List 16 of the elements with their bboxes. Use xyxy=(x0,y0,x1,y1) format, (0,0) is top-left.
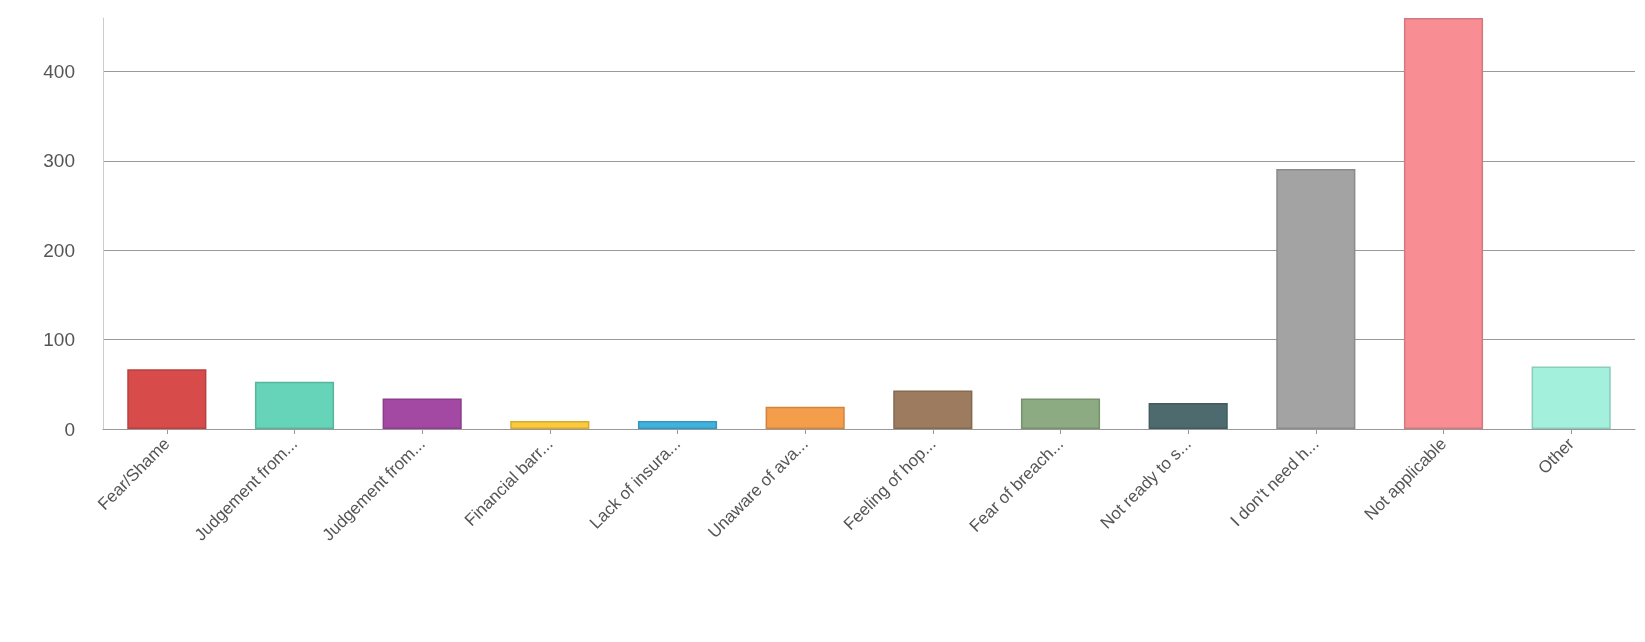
bar xyxy=(765,406,845,429)
y-tick-label: 200 xyxy=(43,239,75,261)
y-tick-label: 0 xyxy=(64,418,75,440)
bar xyxy=(1531,366,1611,429)
bar xyxy=(1148,403,1228,429)
y-tick-label: 100 xyxy=(43,329,75,351)
bar xyxy=(127,369,207,429)
bar xyxy=(1020,398,1101,429)
y-tick-label: 300 xyxy=(43,150,75,172)
y-tick-label: 400 xyxy=(43,61,75,83)
bar xyxy=(254,381,335,429)
bar xyxy=(1403,18,1484,429)
bar xyxy=(382,398,462,429)
bar xyxy=(637,420,718,429)
bar xyxy=(893,390,973,429)
bar xyxy=(510,420,590,429)
